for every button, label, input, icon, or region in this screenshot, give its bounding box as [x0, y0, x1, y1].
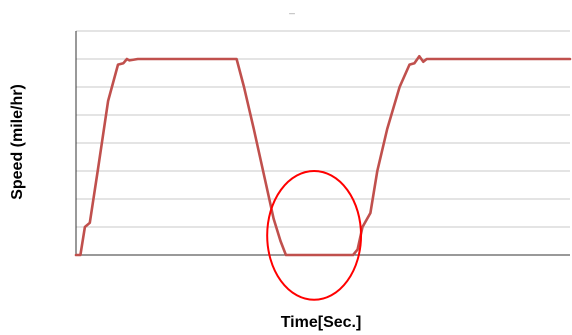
series-layer [74, 54, 572, 257]
y-axis-label: Speed (mile/hr) [9, 84, 26, 200]
annotation-circle [266, 170, 363, 301]
x-axis-label: Time[Sec.] [281, 314, 362, 331]
chart-title: _ [288, 4, 295, 15]
series-line-0 [74, 54, 572, 257]
annotation-layer [266, 170, 363, 301]
gridlines [76, 30, 570, 228]
